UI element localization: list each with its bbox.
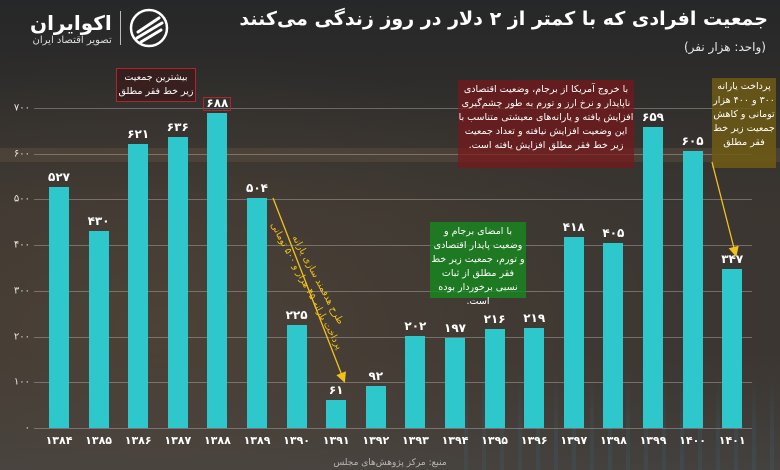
x-tick-label: ۱۳۸۸ — [203, 434, 231, 447]
bar-value-label: ۵۲۷ — [48, 170, 70, 185]
bar-value-label: ۱۹۷ — [444, 320, 466, 335]
bar-value-label: ۲۰۲ — [404, 318, 427, 333]
logo-divider — [119, 11, 121, 45]
x-tick-label: ۱۳۹۲ — [362, 434, 390, 447]
y-tick-label: ۶۰۰ — [13, 148, 30, 160]
x-tick-label: ۱۳۹۹ — [639, 434, 667, 447]
jcpoa-sign-note: با امضای برجام و وضعیت پایدار اقتصادی و … — [430, 222, 526, 307]
gridline — [34, 199, 752, 201]
logo-name: اکوایران — [30, 10, 112, 35]
header: اکوایران تصویر اقتصاد ایران جمعیت افرادی… — [0, 0, 780, 62]
bar-1397 — [563, 236, 584, 428]
bar-value-label: ۴۰۵ — [602, 225, 625, 240]
bar-value-label: ۶۸۸ — [206, 96, 229, 111]
bar-value-label: ۶۳۶ — [166, 120, 189, 135]
max-population-note: بیشترین جمعیت زیر خط فقر مطلق — [116, 68, 196, 102]
bar-value-label: ۶۲۱ — [127, 127, 150, 142]
max-value-highlight — [203, 97, 231, 111]
y-tick-label: ۳۰۰ — [13, 285, 30, 297]
bar-1390 — [286, 325, 307, 428]
logo-mark-icon — [129, 8, 169, 48]
bar-1398 — [603, 242, 624, 428]
bar-1392 — [365, 385, 386, 428]
bar-1399 — [643, 126, 663, 428]
gridline — [34, 428, 752, 429]
chart-title: جمعیت افرادی که با کمتر از ۲ دلار در روز… — [239, 8, 768, 30]
x-tick-label: ۱۳۹۱ — [322, 434, 350, 447]
bar-1384 — [49, 187, 69, 428]
logo-subtitle: تصویر اقتصاد ایران — [32, 34, 112, 46]
x-tick-label: ۱۳۹۳ — [401, 434, 429, 447]
bar-1387 — [167, 137, 188, 428]
x-tick-label: ۱۳۹۶ — [520, 434, 548, 447]
x-tick-label: ۱۴۰۱ — [718, 434, 746, 447]
x-tick-label: ۱۳۸۵ — [85, 434, 113, 447]
bar-1394 — [445, 337, 465, 428]
bar-1391 — [326, 400, 347, 428]
jcpoa-exit-note: با خروج آمریکا از برجام، وضعیت اقتصادی ن… — [458, 80, 634, 168]
subsidy-1401-note: پرداخت یارانه ۳۰۰ و ۴۰۰ هزار تومانی و کا… — [712, 78, 776, 168]
y-tick-label: ۷۰۰ — [13, 102, 30, 114]
logo: اکوایران تصویر اقتصاد ایران — [30, 8, 169, 48]
x-tick-label: ۱۳۹۵ — [481, 434, 509, 447]
bar-1389 — [247, 197, 267, 428]
x-tick-label: ۱۴۰۰ — [679, 434, 707, 447]
bar-1396 — [524, 327, 545, 428]
x-tick-label: ۱۳۹۴ — [441, 434, 469, 447]
x-tick-label: ۱۳۹۸ — [599, 434, 627, 447]
bar-value-label: ۵۰۴ — [246, 180, 268, 195]
y-tick-label: ۲۰۰ — [13, 331, 30, 343]
bar-value-label: ۴۳۰ — [87, 214, 110, 229]
gridline — [34, 108, 752, 109]
logo-text: اکوایران تصویر اقتصاد ایران — [30, 11, 112, 46]
x-tick-label: ۱۳۹۰ — [283, 434, 311, 447]
gridline — [34, 336, 752, 338]
y-tick-label: ۴۰۰ — [13, 239, 30, 251]
bar-1386 — [128, 144, 149, 428]
bar-value-label: ۶۰۵ — [681, 134, 704, 149]
y-tick-label: ۵۰۰ — [13, 193, 30, 205]
y-tick-label: ۱۰۰ — [13, 376, 30, 388]
bar-1388 — [207, 113, 228, 428]
bar-value-label: ۲۱۶ — [483, 312, 506, 327]
bar-value-label: ۳۴۷ — [721, 252, 744, 267]
y-tick-label: ۰ — [24, 422, 30, 434]
bar-1395 — [484, 329, 505, 428]
footer-source: منبع: مرکز پژوهش‌های مجلس — [333, 458, 447, 468]
gridline — [34, 245, 752, 247]
x-tick-label: ۱۳۹۷ — [560, 434, 588, 447]
bar-value-label: ۴۱۸ — [562, 219, 585, 234]
bar-1400 — [682, 151, 703, 428]
bar-value-label: ۶۵۹ — [642, 109, 664, 124]
x-tick-label: ۱۳۸۴ — [45, 434, 73, 447]
bar-1385 — [88, 231, 109, 428]
bar-value-label: ۹۲ — [368, 368, 384, 383]
bar-value-label: ۶۱ — [328, 383, 344, 398]
chart-unit: (واحد: هزار نفر) — [684, 40, 766, 54]
gridline — [34, 290, 752, 292]
bar-value-label: ۲۱۹ — [523, 310, 546, 325]
bar-1393 — [405, 335, 426, 428]
x-tick-label: ۱۳۸۶ — [124, 434, 152, 447]
bar-1401 — [722, 269, 743, 428]
x-tick-label: ۱۳۸۹ — [243, 434, 271, 447]
gridline — [34, 153, 752, 155]
x-tick-label: ۱۳۸۷ — [164, 434, 192, 447]
gridline — [34, 382, 752, 384]
